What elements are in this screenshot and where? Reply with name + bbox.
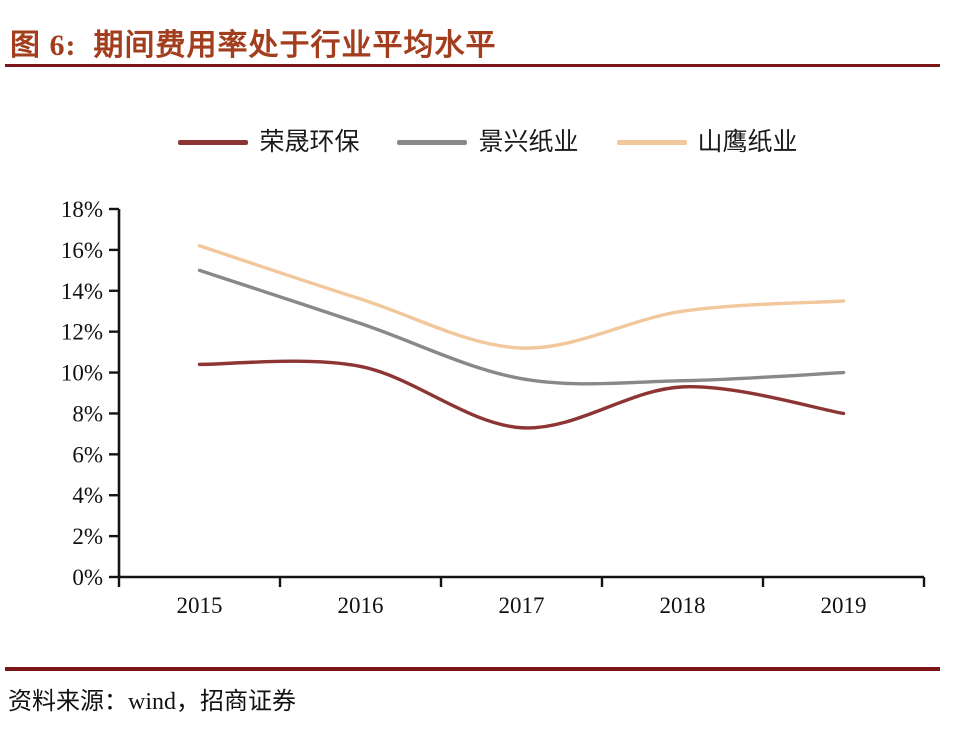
y-tick-label: 14% xyxy=(61,279,103,304)
legend-label: 山鹰纸业 xyxy=(697,129,798,156)
legend-line-swatch xyxy=(397,140,468,145)
title-underline xyxy=(5,64,940,67)
y-tick-label: 4% xyxy=(72,483,103,508)
x-tick-label: 2016 xyxy=(338,593,384,618)
axis-lines xyxy=(117,209,924,579)
x-tick-label: 2017 xyxy=(499,593,545,618)
data-source-note: 资料来源：wind，招商证券 xyxy=(8,689,296,715)
chart-legend: 荣晟环保 景兴纸业 山鹰纸业 xyxy=(0,130,976,155)
series-line-山鹰纸业 xyxy=(197,244,846,350)
y-tick-label: 2% xyxy=(72,524,103,549)
y-tick-label: 8% xyxy=(72,401,103,426)
series-line-景兴纸业 xyxy=(197,268,846,386)
legend-line-swatch xyxy=(616,140,687,145)
y-tick-label: 0% xyxy=(72,565,103,590)
legend-line-swatch xyxy=(178,140,249,145)
y-tick-label: 6% xyxy=(72,442,103,467)
legend-label: 景兴纸业 xyxy=(478,129,579,156)
y-tick-label: 12% xyxy=(61,320,103,345)
legend-label: 荣晟环保 xyxy=(259,129,360,156)
x-tick-label: 2018 xyxy=(660,593,706,618)
y-tick-label: 16% xyxy=(61,238,103,263)
figure-title: 图 6: 期间费用率处于行业平均水平 xyxy=(10,29,497,62)
x-tick-label: 2015 xyxy=(177,593,223,618)
series-line-荣晟环保 xyxy=(197,359,846,430)
x-tick-label: 2019 xyxy=(821,593,867,618)
y-tick-label: 18% xyxy=(61,197,103,222)
legend-item: 山鹰纸业 xyxy=(616,129,798,156)
footer-rule xyxy=(5,667,940,671)
legend-item: 景兴纸业 xyxy=(397,129,579,156)
y-tick-label: 10% xyxy=(61,361,103,386)
legend-item: 荣晟环保 xyxy=(178,130,359,155)
